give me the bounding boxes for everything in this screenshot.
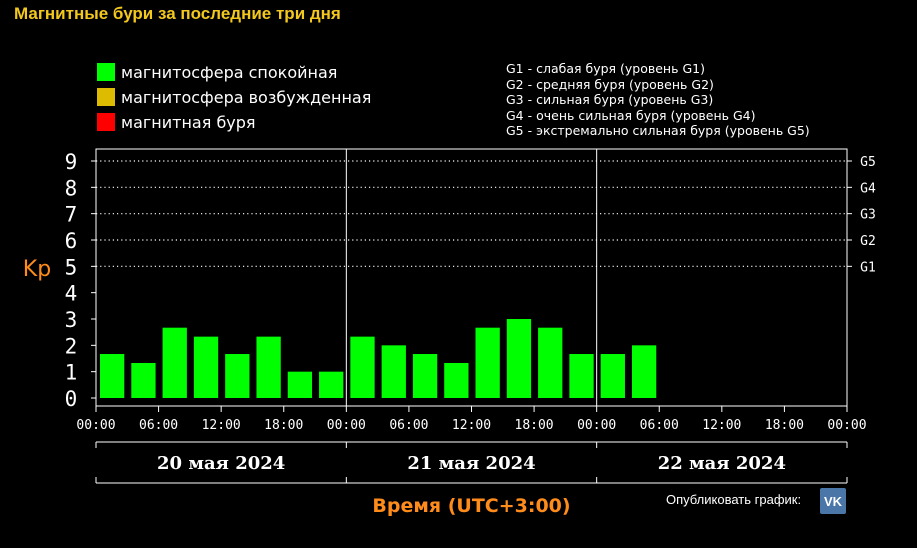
x-axis-label: Время (UTC+3:00) [372, 495, 570, 517]
kp-bar [350, 336, 375, 398]
x-tick-label: 00:00 [827, 418, 866, 433]
g-legend-item: G5 - экстремально сильная буря (уровень … [506, 123, 810, 138]
kp-bar [506, 319, 532, 398]
kp-bar [225, 354, 250, 398]
kp-bar [475, 327, 500, 398]
y-tick-label: 9 [65, 150, 78, 174]
kp-bar [256, 336, 281, 398]
x-tick-label: 12:00 [202, 418, 241, 433]
x-tick-label: 06:00 [139, 418, 178, 433]
publish-label: Опубликовать график: [666, 492, 802, 507]
day-label: 22 мая 2024 [658, 453, 786, 474]
g-legend-item: G4 - очень сильная буря (уровень G4) [506, 107, 756, 123]
kp-bar [319, 371, 344, 398]
legend-swatch-storm [97, 113, 115, 131]
kp-bar [569, 354, 594, 398]
kp-bar [100, 354, 125, 398]
y-tick-label: 7 [65, 203, 78, 227]
legend-label-quiet: магнитосфера спокойная [121, 62, 338, 82]
y-tick-label: 0 [65, 387, 78, 411]
kp-bar [381, 345, 406, 398]
legend-swatch-quiet [97, 63, 115, 81]
kp-bar [538, 327, 563, 398]
x-tick-label: 00:00 [327, 418, 366, 433]
legend-label-storm: магнитная буря [121, 112, 256, 132]
y-tick-label: 4 [65, 282, 78, 306]
kp-bar [444, 362, 469, 398]
page-title: Магнитные бури за последние три дня [14, 4, 341, 23]
y-tick-label: 8 [65, 176, 78, 200]
x-tick-label: 00:00 [76, 418, 115, 433]
g-level-legend: G1 - слабая буря (уровень G1) G2 - средн… [506, 61, 810, 139]
x-tick-label: 00:00 [577, 418, 616, 433]
g-level-label: G1 [860, 260, 876, 275]
y-axis-label: Kp [23, 257, 51, 282]
kp-bar [287, 371, 313, 398]
x-tick-label: 06:00 [640, 418, 679, 433]
g-level-label: G5 [860, 155, 876, 170]
kp-bar [162, 327, 187, 398]
x-tick-label: 12:00 [702, 418, 741, 433]
y-tick-label: 6 [65, 229, 78, 253]
vk-share-button[interactable]: VK [820, 488, 846, 514]
kp-bar [631, 345, 657, 398]
g-legend-item: G3 - сильная буря (уровень G3) [506, 92, 714, 107]
kp-bar [193, 336, 219, 398]
kp-bar [131, 362, 156, 398]
day-label: 20 мая 2024 [157, 453, 285, 474]
x-tick-label: 12:00 [452, 418, 491, 433]
g-level-label: G4 [860, 181, 876, 196]
legend-label-excited: магнитосфера возбужденная [121, 87, 372, 107]
kp-bar [600, 354, 625, 398]
legend-quiet: магнитосфера спокойная [97, 62, 337, 82]
x-tick-label: 18:00 [765, 418, 804, 433]
vk-icon: VK [823, 493, 843, 509]
g-level-label: G2 [860, 234, 876, 249]
y-tick-label: 1 [65, 361, 78, 385]
x-tick-label: 18:00 [264, 418, 303, 433]
g-level-label: G3 [860, 208, 876, 223]
kp-bar [412, 354, 438, 398]
g-legend-item: G1 - слабая буря (уровень G1) [506, 61, 705, 76]
y-tick-label: 5 [65, 255, 78, 279]
y-tick-label: 2 [65, 334, 78, 358]
legend-swatch-excited [97, 88, 115, 106]
legend-excited: магнитосфера возбужденная [97, 87, 371, 107]
y-tick-label: 3 [65, 308, 78, 332]
legend-storm: магнитная буря [97, 112, 256, 132]
x-tick-label: 18:00 [515, 418, 554, 433]
day-label: 21 мая 2024 [407, 453, 535, 474]
g-legend-item: G2 - средняя буря (уровень G2) [506, 76, 714, 92]
x-tick-label: 06:00 [389, 418, 428, 433]
